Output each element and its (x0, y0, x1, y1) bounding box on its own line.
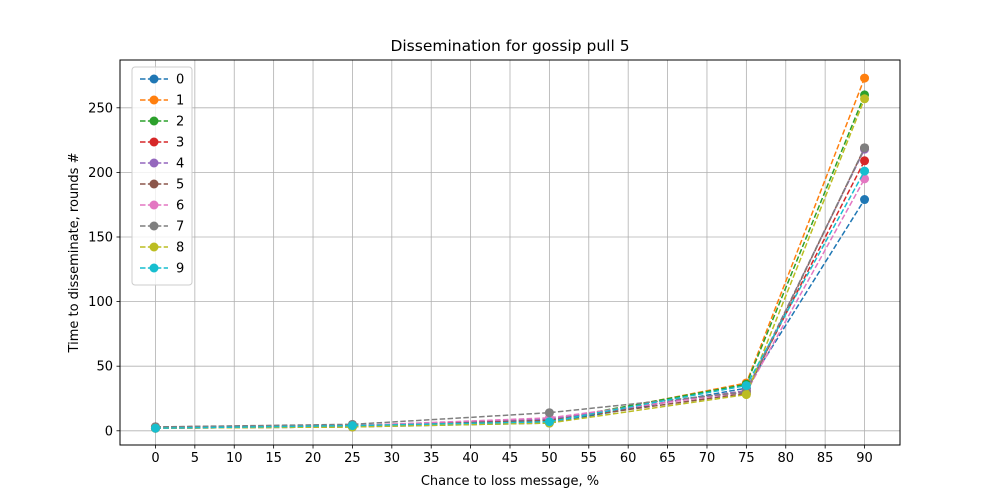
x-tick-label: 5 (191, 451, 199, 466)
data-point (150, 423, 160, 433)
x-axis-label: Chance to loss message, % (421, 474, 599, 489)
legend-marker (149, 242, 159, 252)
legend-label: 8 (176, 241, 184, 256)
x-tick-label: 70 (699, 451, 716, 466)
x-tick-label: 0 (151, 451, 159, 466)
data-point (544, 408, 554, 418)
legend-item: 5 (140, 178, 184, 193)
y-axis-label: Time to disseminate, rounds # (67, 153, 82, 354)
y-tick-label: 150 (88, 230, 113, 245)
legend-label: 2 (176, 115, 184, 130)
data-point (860, 156, 870, 166)
x-tick-label: 20 (305, 451, 322, 466)
series-9 (150, 166, 870, 433)
y-tick-label: 100 (88, 295, 113, 310)
legend-item: 7 (140, 220, 184, 235)
legend-marker (149, 158, 159, 168)
legend-marker (149, 263, 159, 273)
data-point (741, 381, 751, 391)
legend-label: 3 (176, 136, 184, 151)
series-line (155, 170, 866, 429)
series-line (155, 98, 866, 429)
plot-series (150, 73, 870, 433)
legend-label: 4 (176, 157, 184, 172)
data-point (860, 94, 870, 104)
x-tick-label: 30 (384, 451, 401, 466)
legend-item: 8 (140, 241, 184, 256)
x-tick-label: 25 (344, 451, 361, 466)
legend-label: 9 (176, 262, 184, 277)
x-tick-label: 10 (226, 451, 243, 466)
x-tick-label: 35 (423, 451, 440, 466)
legend-item: 9 (140, 262, 184, 277)
chart-title: Dissemination for gossip pull 5 (390, 37, 629, 55)
x-tick-label: 75 (738, 451, 755, 466)
y-tick-label: 50 (96, 360, 113, 375)
data-point (860, 73, 870, 83)
grid (120, 60, 900, 445)
legend-label: 5 (176, 178, 184, 193)
legend-item: 6 (140, 199, 184, 214)
data-point (347, 421, 357, 431)
legend-label: 7 (176, 220, 184, 235)
legend-marker (149, 137, 159, 147)
data-point (860, 166, 870, 176)
data-point (860, 143, 870, 153)
legend: 0 1 2 3 4 5 6 7 8 9 (131, 66, 193, 286)
x-tick-label: 50 (541, 451, 558, 466)
legend-item: 3 (140, 136, 184, 151)
x-tick-label: 65 (659, 451, 676, 466)
legend-item: 1 (140, 94, 184, 109)
data-point (544, 417, 554, 427)
legend-item: 2 (140, 115, 184, 130)
legend-marker (149, 221, 159, 231)
data-point (741, 390, 751, 400)
x-tick-label: 85 (817, 451, 834, 466)
y-tick-label: 250 (88, 101, 113, 116)
legend-marker (149, 179, 159, 189)
x-tick-label: 55 (581, 451, 598, 466)
legend-marker (149, 74, 159, 84)
x-tick-label: 45 (502, 451, 519, 466)
legend-label: 0 (176, 73, 184, 88)
legend-marker (149, 95, 159, 105)
legend-marker (149, 200, 159, 210)
x-tick-label: 90 (856, 451, 873, 466)
series-line (155, 147, 866, 428)
legend-label: 6 (176, 199, 184, 214)
legend-item: 4 (140, 157, 184, 172)
legend-item: 0 (140, 73, 184, 88)
x-tick-label: 15 (265, 451, 282, 466)
legend-box (131, 66, 193, 286)
x-tick-label: 80 (777, 451, 794, 466)
legend-label: 1 (176, 94, 184, 109)
y-tick-label: 200 (88, 166, 113, 181)
axis-ticks: 0 5 10 15 20 25 30 35 40 45 50 55 60 65 70 75 80 85 900501… (88, 101, 873, 466)
x-tick-label: 60 (620, 451, 637, 466)
y-tick-label: 0 (105, 424, 113, 439)
x-tick-label: 40 (462, 451, 479, 466)
legend-marker (149, 116, 159, 126)
data-point (860, 195, 870, 205)
